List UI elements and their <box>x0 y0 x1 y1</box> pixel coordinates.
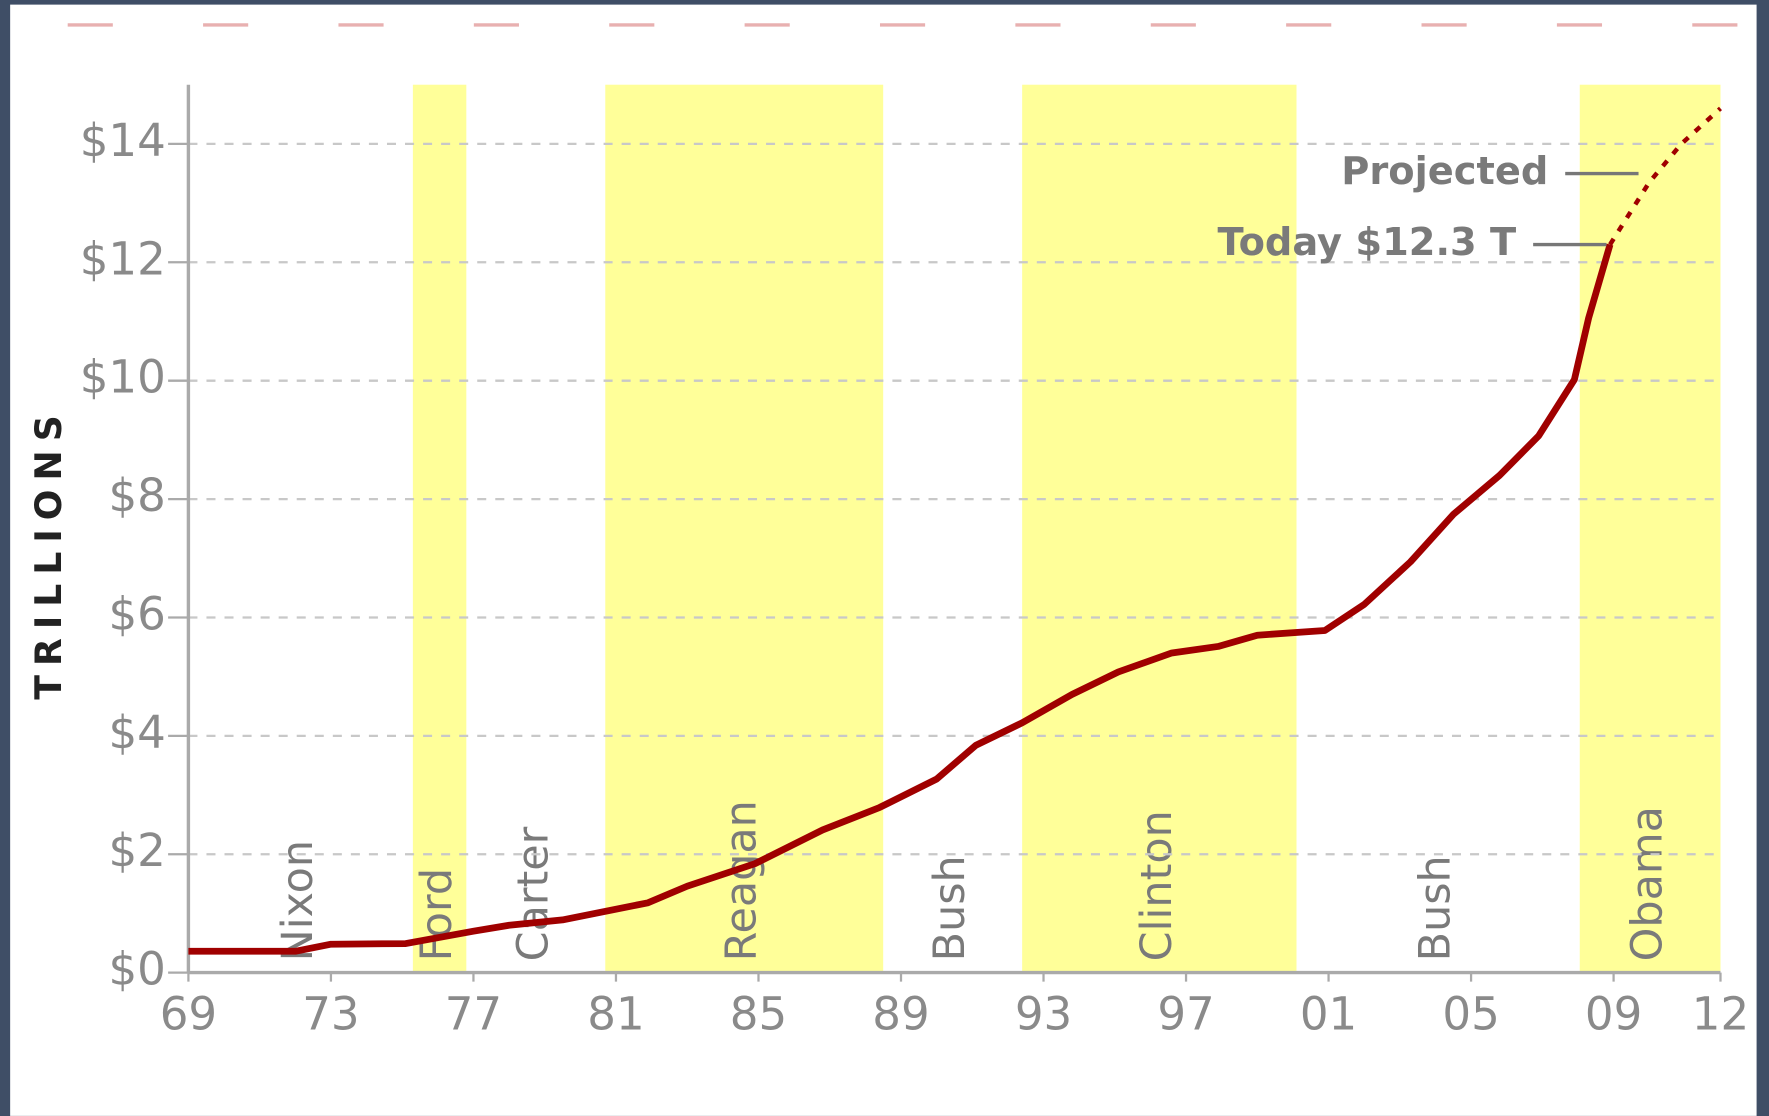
president-label: Obama <box>1623 806 1673 961</box>
y-tick-label: $2 <box>108 824 165 877</box>
presidency-band <box>1579 84 1721 973</box>
presidency-band <box>412 84 467 973</box>
annotation-text: Today $12.3 T <box>1218 220 1517 265</box>
presidency-band <box>1022 84 1297 973</box>
debt-line <box>188 243 1614 955</box>
x-tick-label: 73 <box>302 988 359 1041</box>
annotation-text: Projected <box>1341 149 1548 194</box>
president-label: Ford <box>412 868 462 961</box>
x-tick-label: 97 <box>1157 988 1214 1041</box>
y-tick-label: $4 <box>108 706 165 759</box>
x-tick-label: 81 <box>587 988 644 1041</box>
president-label: Bush <box>1411 855 1461 961</box>
x-tick-label: 05 <box>1442 988 1499 1041</box>
y-tick-label: $6 <box>108 587 165 640</box>
x-tick-label: 85 <box>730 988 787 1041</box>
x-tick-label: 89 <box>872 988 929 1041</box>
chart-background <box>10 4 1757 1116</box>
y-tick-label: $12 <box>80 232 166 285</box>
x-tick-label: 77 <box>445 988 502 1041</box>
y-axis-label: TRILLIONS <box>27 406 70 699</box>
x-tick-label: 01 <box>1300 988 1357 1041</box>
y-tick-label: $10 <box>80 351 166 404</box>
president-label: Reagan <box>717 800 767 961</box>
debt-line <box>1608 106 1723 246</box>
y-tick-label: $8 <box>108 469 165 522</box>
y-tick-label: $0 <box>108 943 165 996</box>
x-tick-label: 69 <box>160 988 217 1041</box>
x-tick-label: 12 <box>1692 988 1749 1041</box>
x-tick-label: 93 <box>1015 988 1072 1041</box>
president-label: Nixon <box>273 840 323 961</box>
president-label: Bush <box>925 855 975 961</box>
president-label: Clinton <box>1132 810 1182 961</box>
x-tick-label: 09 <box>1585 988 1642 1041</box>
president-label: Carter <box>508 826 558 961</box>
y-tick-label: $14 <box>80 114 166 167</box>
